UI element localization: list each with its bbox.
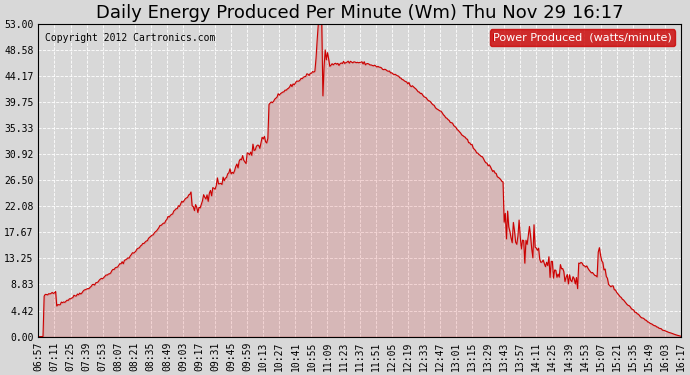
Title: Daily Energy Produced Per Minute (Wm) Thu Nov 29 16:17: Daily Energy Produced Per Minute (Wm) Th… (96, 4, 624, 22)
Text: Copyright 2012 Cartronics.com: Copyright 2012 Cartronics.com (45, 33, 215, 43)
Legend: Power Produced  (watts/minute): Power Produced (watts/minute) (490, 29, 676, 46)
